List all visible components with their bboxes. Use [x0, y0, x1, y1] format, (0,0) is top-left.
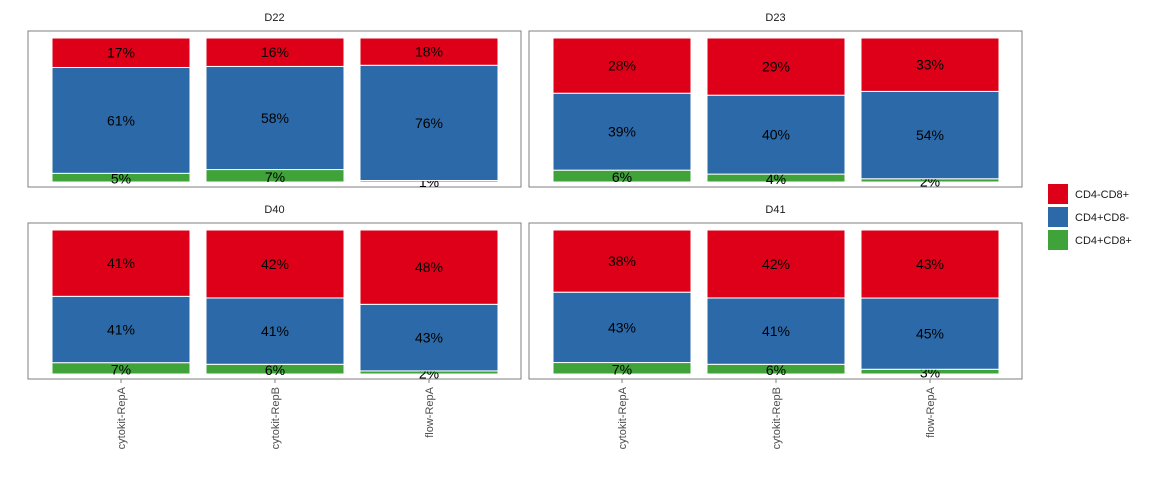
bar-segment-cd4negcd8pos: [205, 229, 345, 299]
x-tick-label: flow-RepA: [925, 386, 937, 437]
bar-segment-cd4poscd8neg: [860, 90, 1000, 180]
data-label: 40%: [762, 127, 790, 143]
data-label: 6%: [265, 362, 285, 378]
data-label: 6%: [766, 362, 786, 378]
data-label: 18%: [415, 44, 443, 60]
panel-title: D41: [765, 204, 785, 216]
data-label: 7%: [265, 169, 285, 185]
panel-border: [528, 30, 1023, 188]
data-label: 45%: [916, 326, 944, 342]
data-label: 7%: [612, 361, 632, 377]
data-label: 33%: [916, 57, 944, 73]
bar-segment-cd4negcd8pos: [860, 229, 1000, 299]
data-label: 43%: [916, 256, 944, 272]
data-label: 41%: [107, 255, 135, 271]
bar-segment-cd4poscd8neg: [706, 94, 846, 175]
x-tick-label: cytokit-RepA: [617, 386, 629, 449]
panel-border: [27, 30, 522, 188]
bar-segment-cd4negcd8pos: [359, 37, 499, 66]
bar-segment-cd4poscd8neg: [51, 66, 191, 174]
data-label: 7%: [111, 361, 131, 377]
data-label: 41%: [107, 322, 135, 338]
data-label: 39%: [608, 124, 636, 140]
bar-segment-cd4poscd8neg: [860, 297, 1000, 370]
x-tick-label: cytokit-RepB: [270, 387, 282, 449]
data-label: 16%: [261, 44, 289, 60]
legend-swatch: [1048, 207, 1068, 227]
data-label: 42%: [762, 256, 790, 272]
data-label: 6%: [612, 169, 632, 185]
data-label: 41%: [261, 323, 289, 339]
bar-segment-cd4negcd8pos: [706, 37, 846, 96]
x-tick-label: flow-RepA: [424, 386, 436, 437]
bar-segment-cd4negcd8pos: [205, 37, 345, 67]
data-label: 17%: [107, 45, 135, 61]
data-label: 42%: [261, 256, 289, 272]
panel-title: D22: [264, 12, 284, 24]
data-label: 43%: [415, 330, 443, 346]
bar-segment-cd4negcd8pos: [359, 229, 499, 305]
bar-segment-cd4negcd8pos: [51, 229, 191, 297]
data-label: 28%: [608, 58, 636, 74]
legend-swatch: [1048, 230, 1068, 250]
data-label: 5%: [111, 171, 131, 187]
data-label: 61%: [107, 112, 135, 128]
facet-panel-d40: D40 7% 41% 41% cytokit-RepA 6% 41% 42% cytokit-R…: [27, 204, 522, 449]
bar-segment-cd4negcd8pos: [51, 37, 191, 68]
legend-label: CD4-CD8+: [1075, 189, 1129, 201]
bar-segment-cd4negcd8pos: [706, 229, 846, 299]
bar-segment-cd4poscd8neg: [205, 297, 345, 365]
data-label: 76%: [415, 115, 443, 131]
bar-segment-cd4poscd8neg: [552, 92, 692, 171]
data-label: 58%: [261, 110, 289, 126]
x-tick-label: cytokit-RepB: [771, 387, 783, 449]
legend-label: CD4+CD8-: [1075, 212, 1129, 224]
bar-segment-cd4negcd8pos: [552, 229, 692, 293]
data-label: 38%: [608, 253, 636, 269]
legend: CD4-CD8+ CD4+CD8- CD4+CD8+: [1048, 184, 1132, 250]
data-label: 4%: [766, 171, 786, 187]
bar-segment-cd4poscd8neg: [552, 291, 692, 364]
legend-swatch: [1048, 184, 1068, 204]
panel-title: D23: [765, 12, 785, 24]
data-label: 43%: [608, 319, 636, 335]
bar-segment-cd4negcd8pos: [860, 37, 1000, 92]
facet-panel-d41: D41 7% 43% 38% cytokit-RepA 6% 41% 42% cytokit-R…: [528, 204, 1023, 449]
panel-title: D40: [264, 204, 284, 216]
data-label: 54%: [916, 127, 944, 143]
bar-segment-cd4poscd8neg: [205, 65, 345, 171]
legend-label: CD4+CD8+: [1075, 235, 1132, 247]
data-label: 29%: [762, 59, 790, 75]
data-label: 48%: [415, 259, 443, 275]
bar-segment-cd4negcd8pos: [552, 37, 692, 94]
bar-segment-cd4poscd8neg: [706, 297, 846, 365]
bar-segment-cd4poscd8neg: [359, 64, 499, 181]
data-label: 41%: [762, 323, 790, 339]
x-tick-label: cytokit-RepA: [116, 386, 128, 449]
bar-segment-cd4poscd8neg: [359, 303, 499, 372]
bar-segment-cd4poscd8neg: [51, 295, 191, 364]
